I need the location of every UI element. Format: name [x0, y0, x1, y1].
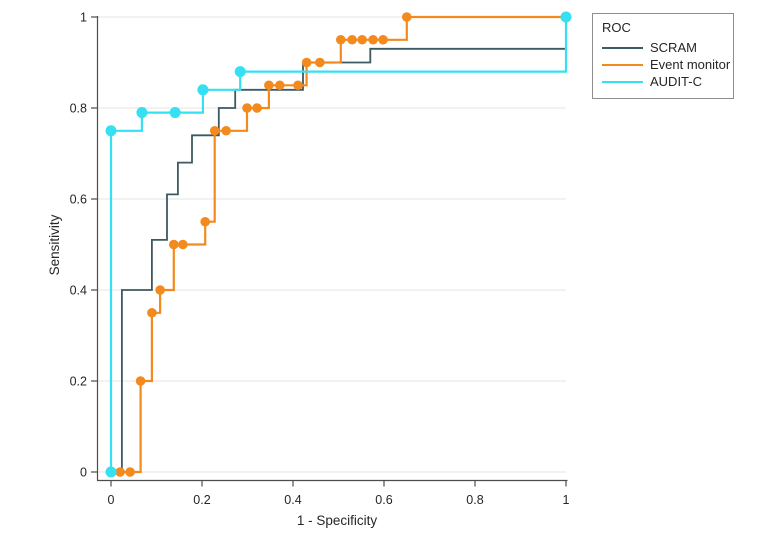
roc-curve-scram [121, 17, 567, 472]
x-tick-label: 0.8 [466, 493, 483, 507]
data-point-event-monitor [221, 125, 231, 136]
axes [91, 16, 568, 487]
data-point-event-monitor [347, 34, 357, 45]
legend-swatch-event-monitor [602, 63, 643, 66]
x-tick-label: 0.6 [375, 493, 392, 507]
x-axis-title: 1 - Specificity [297, 513, 378, 528]
data-point-event-monitor [264, 80, 274, 91]
data-point-event-monitor [178, 239, 188, 250]
legend-item-audit-c: AUDIT-C [602, 73, 725, 90]
roc-series-audit-c [105, 11, 572, 478]
data-point-event-monitor [242, 103, 252, 113]
data-point-event-monitor [293, 80, 303, 91]
y-tick-label: 0.8 [70, 101, 87, 115]
data-point-event-monitor [357, 34, 367, 45]
data-point-event-monitor [168, 239, 179, 250]
y-axis-title: Sensitivity [47, 214, 62, 275]
roc-curves [105, 11, 572, 478]
legend-title: ROC [602, 20, 631, 35]
gridlines [97, 16, 566, 473]
y-tick-label: 0.4 [70, 283, 87, 297]
data-point-event-monitor [115, 467, 125, 477]
data-point-audit-c [169, 107, 181, 119]
legend-swatch-audit-c [602, 80, 643, 83]
data-point-event-monitor [335, 34, 346, 45]
legend: ROC SCRAM Event monitor AUDIT-C [592, 13, 734, 99]
data-point-event-monitor [155, 285, 165, 295]
x-tick-label: 0 [108, 493, 115, 507]
data-point-event-monitor [252, 103, 262, 113]
data-point-audit-c [105, 466, 117, 478]
x-tick-label: 0.4 [284, 493, 301, 507]
data-point-event-monitor [401, 12, 412, 22]
x-tick-label: 1 [563, 493, 570, 507]
legend-item-scram: SCRAM [602, 39, 725, 56]
data-point-event-monitor [125, 467, 135, 477]
data-point-event-monitor [301, 57, 312, 68]
data-point-audit-c [197, 84, 209, 96]
data-point-event-monitor [147, 307, 157, 318]
tick-labels: 0 0.2 0.4 0.6 0.8 1 0 0.2 0.4 0.6 0.8 1 [70, 10, 570, 507]
roc-series-event-monitor [115, 12, 566, 477]
data-point-event-monitor [135, 376, 146, 386]
data-point-event-monitor [315, 57, 325, 68]
legend-swatch-scram [602, 46, 643, 49]
data-point-event-monitor [275, 80, 285, 91]
data-point-audit-c [105, 125, 117, 137]
y-tick-label: 0 [80, 465, 87, 479]
roc-series-scram [121, 17, 567, 472]
legend-item-label: AUDIT-C [650, 74, 702, 89]
legend-item-label: SCRAM [650, 40, 697, 55]
legend-item-event-monitor: Event monitor [602, 56, 730, 73]
data-point-event-monitor [378, 34, 388, 45]
y-tick-label: 1 [80, 10, 87, 24]
roc-curve-audit-c [109, 17, 568, 472]
data-point-event-monitor [368, 34, 378, 45]
data-point-event-monitor [200, 216, 210, 227]
data-point-audit-c [234, 66, 246, 78]
legend-items: SCRAM Event monitor AUDIT-C [602, 39, 730, 90]
y-tick-label: 0.6 [70, 192, 87, 206]
y-tick-label: 0.2 [70, 374, 87, 388]
data-point-event-monitor [209, 125, 220, 136]
x-tick-label: 0.2 [193, 493, 210, 507]
legend-item-label: Event monitor [650, 57, 731, 72]
data-point-audit-c [560, 11, 572, 23]
data-point-audit-c [136, 107, 148, 119]
